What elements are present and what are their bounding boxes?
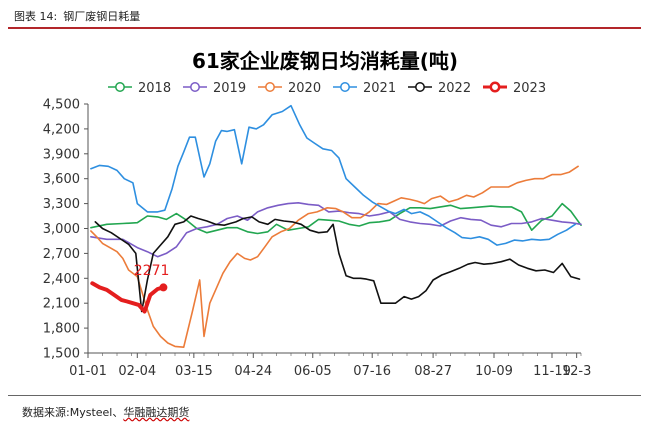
series-line-2021 <box>90 104 577 246</box>
chart-title: 61家企业废钢日均消耗量(吨) <box>192 49 458 73</box>
x-tick-label: 10-09 <box>475 364 513 379</box>
y-tick-label: 3,900 <box>43 147 80 162</box>
legend-label: 2022 <box>438 81 471 96</box>
x-tick-label: 04-24 <box>234 364 272 379</box>
y-tick-label: 3,300 <box>43 197 80 212</box>
x-tick-label: 01-01 <box>69 364 107 379</box>
legend-swatch-marker <box>489 81 501 93</box>
y-tick-label: 1,500 <box>43 347 80 362</box>
legend-label: 2023 <box>513 81 546 96</box>
y-tick-label: 3,000 <box>43 222 80 237</box>
legend-swatch-marker <box>265 82 275 92</box>
chart-legend: 2018 2019 2020 2021 2022 2023 <box>108 81 546 96</box>
x-tick-label: 11-19 <box>533 364 571 379</box>
chart-annotations: 2271 <box>134 263 170 279</box>
series-line-2023 <box>90 281 166 314</box>
x-tick-label: 08-27 <box>414 364 452 379</box>
figure-caption-label: 图表 14: <box>14 10 58 23</box>
data-source-text: Mysteel、 <box>69 406 124 419</box>
y-tick-label: 3,600 <box>43 172 80 187</box>
series-line-2022 <box>94 215 581 313</box>
x-tick-label: 12-3 <box>562 364 592 379</box>
y-tick-label: 4,200 <box>43 122 80 137</box>
legend-label: 2019 <box>213 81 246 96</box>
legend-swatch-marker <box>115 82 125 92</box>
x-tick-label: 07-16 <box>353 364 391 379</box>
legend-swatch-marker <box>415 82 425 92</box>
legend-swatch-marker <box>190 82 200 92</box>
caption-rule <box>8 27 641 29</box>
y-tick-label: 4,500 <box>43 98 80 113</box>
data-source: 数据来源:Mysteel、华融融达期货 <box>22 404 189 420</box>
data-label: 2271 <box>134 263 170 279</box>
legend-swatch-marker <box>340 82 350 92</box>
y-tick-label: 2,100 <box>43 297 80 312</box>
series-line-2018 <box>90 202 582 235</box>
data-source-org: 华融融达期货 <box>123 406 190 419</box>
y-tick-label: 2,400 <box>43 272 80 287</box>
x-tick-label: 06-05 <box>294 364 332 379</box>
legend-label: 2018 <box>138 81 171 96</box>
series-line-2020 <box>90 165 579 349</box>
figure-caption-text: 钢厂废钢日耗量 <box>63 10 141 23</box>
series-end-point-2023 <box>159 283 168 292</box>
chart-series <box>90 104 582 349</box>
data-source-prefix: 数据来源: <box>22 406 70 419</box>
legend-label: 2021 <box>363 81 396 96</box>
chart: 61家企业废钢日均消耗量(吨) 2018 2019 2020 2021 2022 2023… <box>43 49 592 380</box>
legend-label: 2020 <box>288 81 321 96</box>
chart-axes: 1,500 1,800 2,100 2,400 2,700 3,000 3,300 3,600… <box>43 98 592 380</box>
y-tick-label: 1,800 <box>43 322 80 337</box>
x-tick-label: 03-15 <box>175 364 213 379</box>
figure-caption: 图表 14: 钢厂废钢日耗量 <box>14 8 140 24</box>
y-tick-label: 2,700 <box>43 247 80 262</box>
x-tick-label: 02-04 <box>118 364 156 379</box>
source-rule <box>8 395 641 396</box>
